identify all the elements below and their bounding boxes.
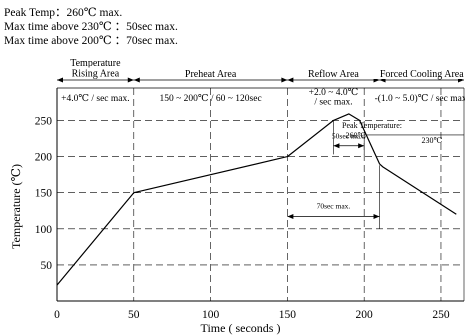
t230-interval-arrow-head-right [358,143,365,149]
t230-interval-label: 50sec max. [332,132,366,141]
peak-temp-value: 260℃ [346,131,367,140]
x-tick-250: 250 [432,309,450,321]
y-tick-50: 50 [41,260,53,272]
y-tick-200: 200 [35,152,53,164]
zone-label-3-0: Forced Cooling Area [380,69,464,80]
time-above-230-note: Max time above 230℃ ：50sec max. [4,21,178,33]
zone-rate-3-0: -(1.0 ~ 5.0)℃ / sec max. [375,93,465,104]
zone-label-bg-1-0 [176,68,245,79]
zone-rate-2-1: / sec max. [314,98,352,108]
zone-rate-0-0: +4.0℃ / sec max. [61,94,130,104]
y-tick-100: 100 [35,224,53,236]
x-axis-label: Time ( seconds ) [201,321,281,335]
peak-temp-label: Peak Temperature: [342,121,402,130]
zone-arrow-1-head-left [133,77,140,83]
t230-label: 230℃ [422,136,443,145]
time-above-200-note: Max time above 200℃ ：70sec max. [4,35,178,47]
x-tick-50: 50 [128,309,140,321]
zone-label-bg-2-0 [301,68,366,79]
y-tick-150: 150 [35,188,53,200]
x-tick-100: 100 [202,309,220,321]
t200-interval-arrow-head-left [287,214,294,219]
y-axis-label: Temperature (℃) [9,164,23,249]
t200-interval-label: 70sec max. [317,202,351,211]
t230-interval-arrow-head-left [333,143,340,149]
zone-arrow-0-head-left [57,77,63,83]
zone-arrow-1-head-right [281,77,288,83]
zone-rate-2-0: +2.0 ~ 4.0℃ [309,88,359,98]
zone-label-bg-0-1 [63,67,127,79]
x-tick-150: 150 [279,309,297,321]
profile-curve [56,113,457,286]
zone-label-0-1: Rising Area [72,69,120,80]
zone-label-0-0: Temperature [70,58,121,69]
t200-interval-arrow-head-right [373,214,380,219]
zone-label-2-0: Reflow Area [308,69,359,80]
y-tick-250: 250 [35,115,53,127]
peak-temp-note: Peak Temp：260℃ max. [4,7,123,19]
zone-label-bg-3-0 [369,68,465,79]
zone-arrow-0-head-right [127,77,134,83]
zone-arrow-2-head-left [287,77,294,83]
x-tick-0: 0 [54,309,60,321]
zone-label-bg-0-0 [63,57,127,68]
zone-label-1-0: Preheat Area [185,69,237,80]
x-tick-200: 200 [356,309,374,321]
